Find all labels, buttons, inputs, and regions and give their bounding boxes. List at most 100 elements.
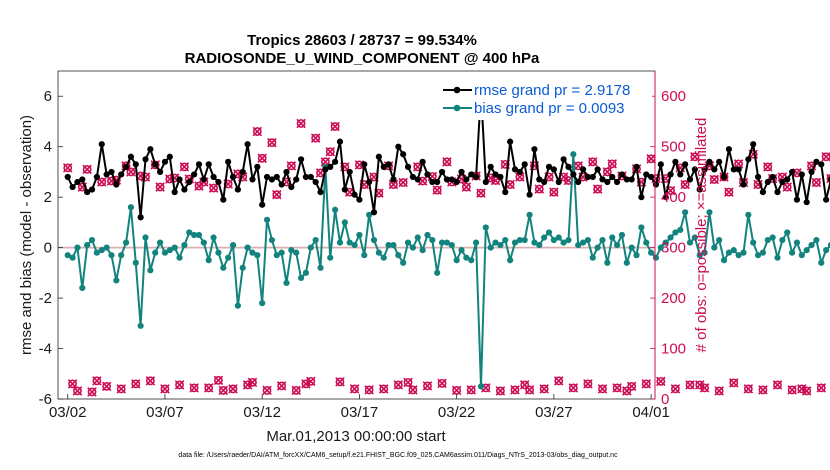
obs-possible-marker: [423, 381, 432, 391]
obs-count-point: [592, 184, 603, 194]
obs-possible-marker: [335, 377, 345, 387]
rmse-point: [813, 158, 820, 165]
obs-assimilated-marker: [145, 376, 156, 386]
bias-point: [808, 241, 815, 249]
obs-count-point: [588, 157, 598, 167]
rmse-point: [297, 156, 305, 163]
bias-point: [122, 239, 130, 246]
obs-possible-marker: [262, 386, 272, 395]
bias-point: [779, 236, 786, 244]
obs-possible-marker: [301, 379, 311, 389]
obs-possible-marker: [325, 147, 335, 157]
obs-possible-marker: [97, 177, 107, 187]
obs-assimilated-marker: [116, 384, 126, 394]
y2-tick-label: 600: [661, 88, 686, 105]
rmse-point: [818, 161, 825, 168]
rmse-point: [827, 176, 830, 183]
obs-possible-marker: [826, 174, 830, 183]
rmse-point: [662, 194, 669, 201]
obs-count-point: [126, 167, 136, 177]
rmse-point: [336, 138, 344, 145]
obs-possible-marker: [175, 380, 184, 390]
bias-point: [215, 249, 222, 256]
rmse-point: [570, 171, 577, 178]
obs-possible-marker: [442, 157, 452, 167]
rmse-point: [613, 178, 621, 186]
obs-assimilated-marker: [67, 379, 78, 389]
obs-possible-marker: [641, 379, 651, 389]
rmse-point: [127, 153, 135, 160]
obs-possible-marker: [568, 383, 578, 393]
rmse-point: [657, 161, 664, 168]
bias-point: [803, 247, 810, 254]
bias-point: [793, 239, 801, 246]
bias-point: [706, 209, 713, 216]
bias-point: [716, 236, 723, 244]
bias-point: [458, 247, 465, 254]
obs-assimilated-marker: [252, 126, 263, 137]
bias-point: [575, 241, 582, 249]
bias-point: [336, 239, 344, 246]
obs-count-point: [743, 384, 754, 394]
obs-possible-marker: [87, 387, 97, 397]
rmse-point: [229, 173, 237, 181]
bias-point: [84, 241, 91, 249]
obs-count-point: [699, 383, 710, 393]
obs-count-point: [247, 377, 258, 388]
obs-assimilated-marker: [101, 381, 112, 392]
x-axis: 03/02 03/07 03/12 03/17 03/22 03/27 04/01: [49, 394, 670, 421]
bias-point: [570, 151, 577, 158]
bias-point: [482, 224, 489, 231]
obs-assimilated-marker: [87, 387, 97, 397]
bias-point: [468, 257, 475, 264]
obs-possible-marker: [311, 133, 321, 143]
rmse-point: [390, 176, 397, 183]
rmse-point: [283, 168, 290, 176]
obs-possible-marker: [534, 184, 544, 194]
obs-possible-marker: [131, 379, 141, 389]
rmse-point: [677, 171, 684, 178]
rmse-point: [735, 166, 742, 173]
obs-assimilated-marker: [72, 386, 83, 396]
obs-possible-marker: [432, 185, 442, 195]
bias-point: [156, 239, 164, 246]
rmse-point: [541, 178, 548, 186]
bias-point: [142, 234, 149, 241]
rmse-point: [361, 161, 368, 168]
obs-count-point: [583, 379, 593, 389]
obs-assimilated-marker: [301, 379, 311, 389]
bias-point: [385, 241, 392, 249]
bias-point: [181, 241, 188, 249]
rmse-point: [254, 163, 261, 170]
obs-assimilated-marker: [588, 157, 598, 167]
obs-count-point: [208, 183, 219, 193]
rmse-point: [273, 173, 280, 181]
rmse-point: [560, 156, 567, 163]
rmse-point: [672, 158, 679, 165]
obs-count-point: [597, 384, 608, 394]
obs-assimilated-marker: [247, 377, 258, 388]
obs-assimilated-marker: [515, 172, 525, 182]
bias-point: [210, 234, 217, 241]
obs-possible-marker: [539, 384, 549, 394]
bias-point: [132, 259, 139, 266]
obs-count-point: [816, 383, 827, 393]
bias-point: [648, 249, 655, 256]
bias-point: [584, 236, 592, 244]
obs-assimilated-marker: [763, 162, 773, 172]
obs-assimilated-marker: [466, 385, 476, 395]
rmse-point: [424, 171, 431, 178]
rmse-point: [526, 191, 533, 198]
obs-count-point: [242, 380, 253, 390]
obs-count-point: [325, 146, 336, 157]
bias-point: [667, 234, 674, 241]
data-file-footnote: data file: /Users/raeder/DAI/ATM_forcXX/…: [178, 452, 618, 459]
bias-point: [147, 267, 154, 274]
bias-series-line: [67, 153, 830, 388]
obs-assimilated-marker: [733, 159, 744, 169]
bias-point: [764, 236, 771, 244]
obs-count-point: [291, 385, 301, 396]
rmse-point: [579, 166, 587, 173]
rmse-point: [682, 161, 689, 168]
